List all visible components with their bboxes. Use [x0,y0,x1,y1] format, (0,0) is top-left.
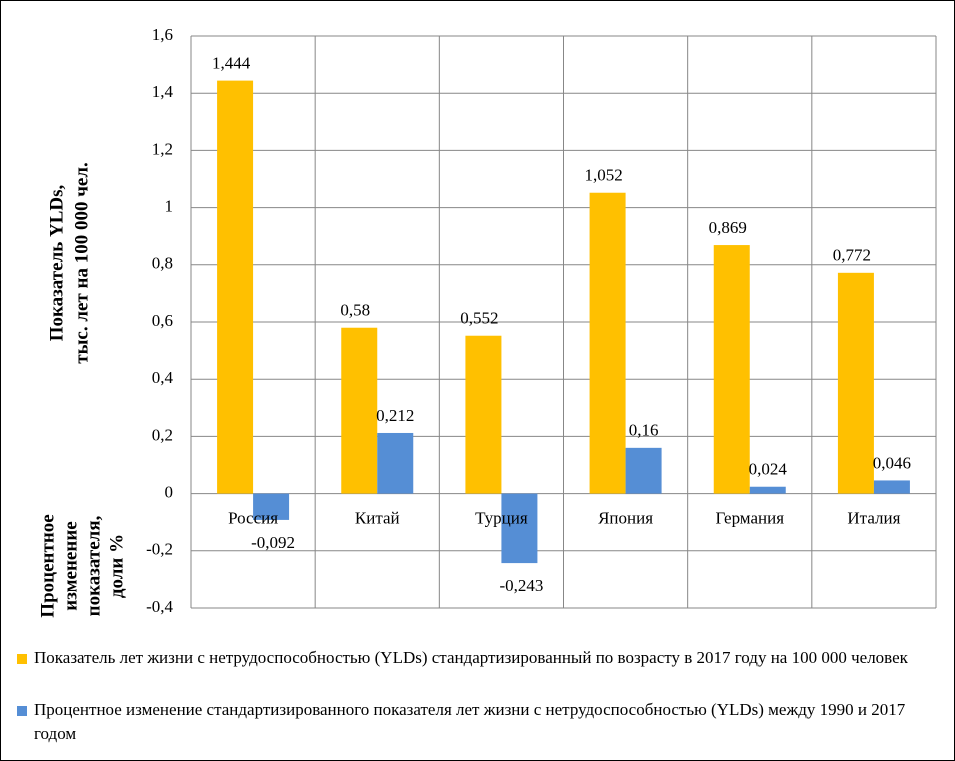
y-tick-label: 1,6 [152,25,173,44]
legend-item: Показатель лет жизни с нетрудоспособност… [17,646,942,670]
y-tick-label: 1,2 [152,139,173,158]
y-axis-title-line: показателя, [84,515,105,616]
y-tick-label: -0,2 [146,540,173,559]
x-tick-label: Германия [715,509,784,528]
y-axis-title-line: тыс. лет на 100 000 чел. [72,162,93,364]
y-axis-title-line: Процентное [38,514,59,617]
y-axis-title-line: изменение [61,521,82,610]
bar [589,192,626,494]
legend-swatch [17,654,27,664]
legend-swatch [17,706,27,716]
bar [625,447,662,494]
x-tick-label: Россия [228,509,278,528]
y-tick-label: 0,2 [152,425,173,444]
y-axis-title-line: Показатель YLDs, [47,184,68,341]
y-tick-label: 1,4 [152,82,174,101]
bar [749,486,786,494]
bar [873,480,910,494]
bar [253,493,290,520]
data-label: 0,772 [833,246,871,265]
x-tick-label: Япония [598,509,653,528]
bar [713,245,750,494]
bar [465,335,502,494]
x-tick-label: Турция [475,509,528,528]
data-label: -0,243 [499,576,543,595]
y-axis-title: Процентное изменение показателя, доли % [38,514,128,617]
bar [377,432,414,494]
data-label: 0,046 [873,453,911,472]
y-tick-label: 0,8 [152,254,173,273]
bar [341,327,378,494]
data-label: 0,869 [709,218,747,237]
legend-label: Процентное изменение стандартизированног… [34,700,906,743]
y-tick-label: 0 [165,483,174,502]
data-label: 1,052 [584,166,622,185]
data-label: 0,16 [629,421,659,440]
y-axis-title-line: доли % [107,534,128,598]
bar [217,80,254,494]
y-tick-label: 0,6 [152,311,173,330]
y-tick-label: -0,4 [146,597,173,616]
y-tick-label: 0,4 [152,368,174,387]
x-tick-label: Китай [355,509,400,528]
bar [837,272,874,494]
data-label: 0,552 [460,309,498,328]
bar [501,493,538,564]
data-label: 1,444 [212,54,251,73]
legend-item: Процентное изменение стандартизированног… [17,698,942,746]
x-tick-label: Италия [847,509,900,528]
data-label: 0,024 [749,460,788,479]
y-tick-label: 1 [165,197,174,216]
data-label: 0,212 [376,406,414,425]
data-label: -0,092 [251,533,295,552]
y-axis-title: Показатель YLDs, тыс. лет на 100 000 чел. [47,162,93,364]
legend-label: Показатель лет жизни с нетрудоспособност… [34,648,908,667]
data-label: 0,58 [340,301,370,320]
